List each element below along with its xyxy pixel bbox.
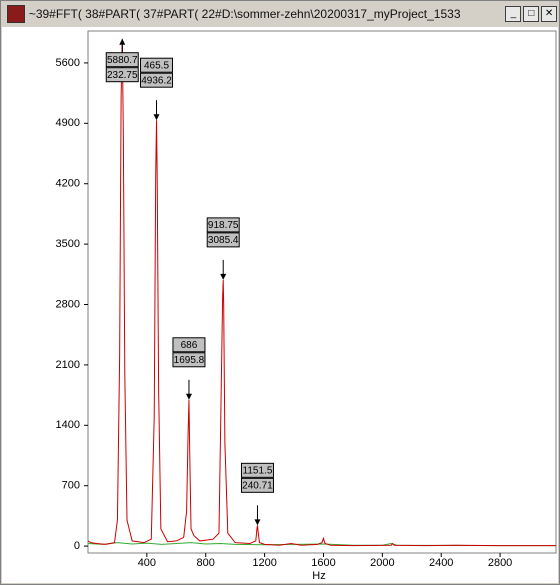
annotation-label: 918.75: [208, 220, 239, 231]
annotation-label: 4936.2: [141, 75, 172, 86]
plot-frame: [87, 30, 557, 554]
annotation-label: 232.75: [107, 70, 138, 81]
annotation-label: 3085.4: [208, 235, 239, 246]
y-tick-label: 5600: [56, 57, 80, 69]
y-tick-label: 4900: [56, 117, 80, 129]
annotation-box: [172, 337, 206, 353]
annotation-label: 240.71: [242, 480, 273, 491]
y-tick-label: 700: [62, 480, 80, 492]
x-tick-label: 2800: [488, 557, 512, 569]
window-title: ~39#FFT( 38#PART( 37#PART( 22#D:\sommer-…: [28, 7, 461, 21]
y-tick-label: 2100: [56, 359, 80, 371]
annotation-box: [206, 232, 240, 248]
x-tick-label: 1200: [252, 557, 276, 569]
x-tick-label: 1600: [311, 557, 335, 569]
chart: Hz 0 700 1400 2100 2800 3500 4200 4900 5600 400 80…: [2, 27, 558, 583]
y-tick-label: 2800: [56, 298, 80, 310]
maximize-button[interactable]: □: [523, 6, 540, 22]
app-icon: [7, 5, 25, 23]
y-tick-label: 4200: [56, 178, 80, 190]
annotation-label: 686: [181, 340, 198, 351]
x-axis-label: Hz: [312, 570, 325, 582]
arrow-head: [185, 393, 192, 400]
y-tick-label: 3500: [56, 238, 80, 250]
annotation-box: [105, 52, 139, 68]
x-tick-label: 400: [138, 557, 156, 569]
title-bar: ~39#FFT( 38#PART( 37#PART( 22#D:\sommer-…: [3, 3, 557, 25]
close-button[interactable]: ✕: [541, 6, 557, 22]
annotation-label: 1695.8: [174, 355, 205, 366]
annotation-label: 1151.5: [243, 465, 273, 476]
spectrum-line: [87, 542, 556, 547]
arrow-head: [153, 114, 160, 121]
annotation-box: [240, 462, 274, 478]
y-tick-label: 1400: [56, 419, 80, 431]
x-tick-label: 2400: [429, 557, 453, 569]
annotation-box: [140, 57, 174, 73]
annotation-box: [172, 352, 206, 368]
minimize-button[interactable]: _: [505, 6, 522, 22]
arrow-head: [119, 38, 126, 45]
x-tick-label: 2000: [370, 557, 394, 569]
annotation-box: [206, 217, 240, 233]
annotation-box: [240, 477, 274, 493]
arrow-head: [220, 273, 227, 280]
x-tick-label: 800: [197, 557, 215, 569]
annotation-label: 5880.7: [107, 55, 138, 66]
annotation-box: [105, 67, 139, 83]
y-tick-label: 0: [74, 540, 80, 552]
arrow-head: [254, 519, 261, 526]
annotation-label: 465.5: [144, 60, 169, 71]
annotation-box: [140, 72, 174, 88]
spectrum-line: [87, 38, 556, 547]
chart-background: [2, 27, 558, 583]
